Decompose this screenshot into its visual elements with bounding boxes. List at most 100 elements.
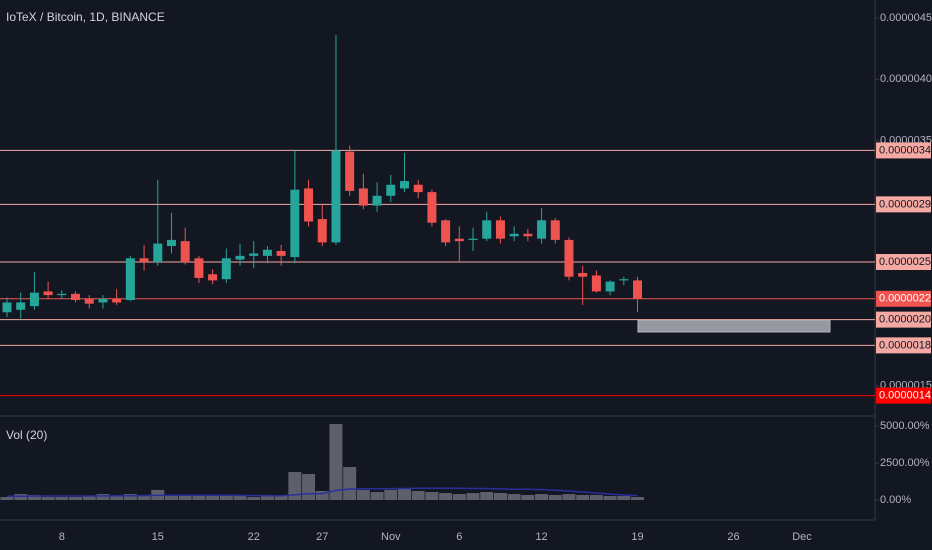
- volume-bar: [206, 496, 220, 501]
- candle-body: [605, 281, 615, 292]
- candle-body: [454, 238, 464, 242]
- volume-bar: [274, 496, 288, 501]
- x-tick-label: Nov: [381, 531, 401, 543]
- candle-body: [372, 195, 382, 206]
- price-label-box: [876, 311, 931, 328]
- range-box: [637, 319, 831, 333]
- volume-bar: [178, 494, 192, 501]
- candle-body: [495, 220, 505, 239]
- x-tick-label: 19: [631, 531, 643, 543]
- price-label: 0.00000204: [879, 314, 932, 326]
- candle-body: [194, 258, 204, 278]
- volume-bar: [233, 496, 247, 501]
- candle-body: [441, 220, 451, 243]
- volume-bar: [411, 490, 425, 501]
- candle-body: [235, 255, 245, 260]
- volume-bar: [14, 494, 28, 501]
- price-label: 0.00000142: [879, 390, 932, 402]
- x-tick-label: 27: [316, 531, 328, 543]
- x-tick-label: 8: [59, 531, 65, 543]
- volume-bar: [480, 492, 494, 501]
- candle-body: [400, 181, 409, 189]
- candle-body: [43, 291, 53, 296]
- volume-bar: [521, 494, 535, 501]
- volume-bar: [384, 489, 398, 501]
- candle-body: [84, 298, 94, 304]
- volume-bar: [164, 494, 178, 501]
- x-tick-label: 15: [152, 531, 164, 543]
- candle-body: [591, 275, 601, 292]
- x-tick-label: 6: [456, 531, 462, 543]
- candle-body: [633, 280, 643, 299]
- candle-body: [29, 292, 39, 307]
- volume-bar: [219, 496, 233, 501]
- candle-body: [537, 220, 547, 239]
- candle-body: [482, 220, 492, 239]
- volume-bar: [603, 496, 617, 501]
- candle-body: [262, 249, 272, 256]
- x-tick-label: 26: [727, 531, 739, 543]
- volume-bar: [617, 496, 631, 501]
- candle-body: [71, 293, 81, 301]
- price-label-box: [876, 337, 931, 354]
- candle-body: [509, 233, 519, 237]
- candle-body: [345, 151, 355, 191]
- volume-bar: [576, 494, 590, 501]
- volume-bar: [123, 494, 137, 501]
- volume-bar: [589, 494, 603, 501]
- candle-body: [166, 239, 176, 247]
- candle-body: [523, 233, 533, 237]
- volume-bar: [452, 494, 466, 501]
- candle-body: [304, 188, 314, 222]
- volume-bar: [260, 496, 274, 501]
- volume-bar: [110, 496, 124, 501]
- candle-body: [153, 243, 163, 262]
- volume-tick-label: 5000.00%: [880, 420, 930, 432]
- volume-bar: [329, 423, 343, 501]
- price-label-box: [876, 196, 931, 213]
- candle-body: [358, 188, 368, 206]
- candle-body: [276, 250, 286, 256]
- x-tick-label: 22: [248, 531, 260, 543]
- volume-bar: [535, 494, 549, 501]
- chart-title: IoTeX / Bitcoin, 1D, BINANCE: [6, 10, 165, 24]
- volume-tick-label: 2500.00%: [880, 457, 930, 469]
- volume-bar: [548, 494, 562, 501]
- candle-body: [2, 302, 12, 313]
- volume-bar: [27, 494, 41, 501]
- volume-tick-label: 0.00%: [880, 494, 911, 506]
- candle-body: [180, 241, 190, 262]
- candle-body: [619, 279, 629, 281]
- candle-body: [139, 258, 149, 262]
- candle-body: [427, 192, 437, 223]
- candle-body: [578, 273, 588, 277]
- volume-bar: [562, 494, 576, 501]
- price-label: 0.00000342: [879, 144, 932, 156]
- volume-bar: [302, 473, 316, 501]
- candle-body: [386, 184, 396, 196]
- candle-body: [331, 150, 341, 243]
- candle-body: [57, 293, 67, 296]
- candle-body: [550, 220, 560, 240]
- price-label: 0.00000221: [879, 293, 932, 305]
- price-label-box: [876, 253, 931, 270]
- price-label-box: [876, 142, 931, 159]
- candle-body: [468, 238, 478, 240]
- volume-title: Vol (20): [6, 428, 47, 442]
- volume-bar: [356, 489, 370, 501]
- volume-bar: [96, 494, 110, 501]
- x-tick-label: Dec: [792, 531, 812, 543]
- volume-bar: [55, 497, 69, 501]
- volume-bar: [370, 492, 384, 501]
- volume-bar: [82, 496, 96, 501]
- candle-body: [208, 274, 218, 281]
- price-label: 0.00000251: [879, 256, 932, 268]
- volume-bar: [41, 497, 55, 501]
- volume-bar: [631, 497, 645, 501]
- candle-body: [290, 189, 300, 258]
- volume-bar: [0, 497, 14, 501]
